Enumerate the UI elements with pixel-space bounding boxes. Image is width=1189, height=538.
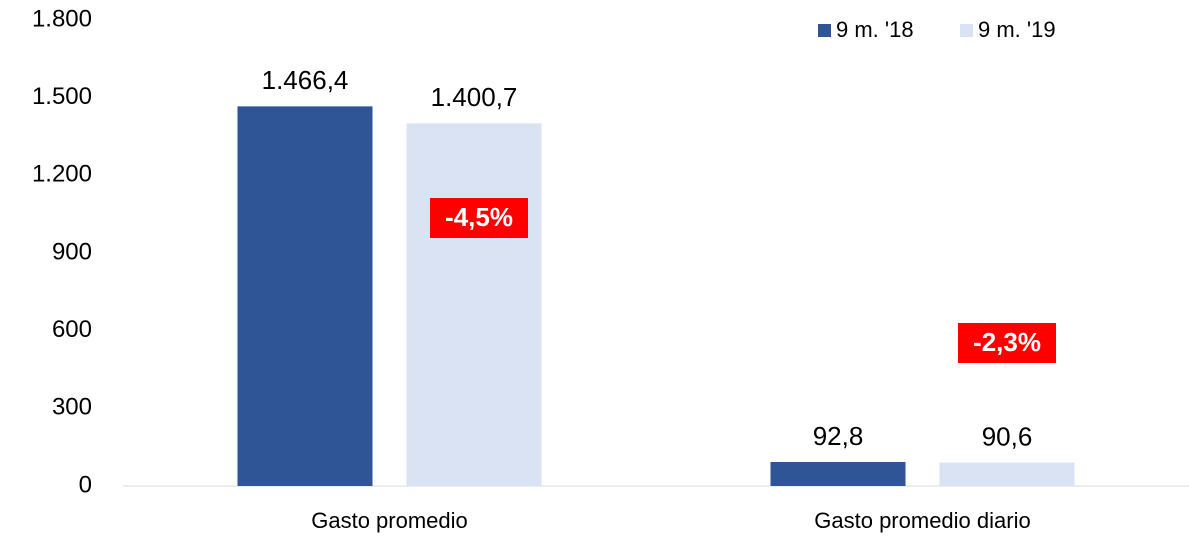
x-tick-label: Gasto promedio diario	[814, 508, 1030, 533]
bar	[237, 106, 373, 487]
annotation: -4,5%	[445, 202, 513, 232]
annotation-box	[430, 198, 528, 238]
y-tick-label: 1.500	[32, 83, 92, 110]
value-label: 92,8	[813, 421, 864, 451]
bar	[939, 462, 1075, 486]
annotation-box	[958, 323, 1056, 363]
legend-swatch	[960, 24, 973, 37]
annotation: -2,3%	[973, 327, 1041, 357]
bar	[406, 123, 542, 487]
y-tick-label: 900	[52, 238, 92, 265]
bar	[770, 461, 906, 486]
value-label: 90,6	[982, 421, 1033, 451]
legend-swatch	[818, 24, 831, 37]
legend-label: 9 m. '18	[836, 17, 914, 42]
legend-label: 9 m. '19	[978, 17, 1056, 42]
y-tick-label: 0	[79, 471, 92, 498]
value-label: 1.466,4	[262, 65, 349, 95]
y-tick-label: 1.800	[32, 5, 92, 32]
value-label: 1.400,7	[431, 82, 518, 112]
y-tick-label: 1.200	[32, 161, 92, 188]
y-tick-label: 600	[52, 316, 92, 343]
y-tick-label: 300	[52, 394, 92, 421]
x-tick-label: Gasto promedio	[311, 508, 468, 533]
